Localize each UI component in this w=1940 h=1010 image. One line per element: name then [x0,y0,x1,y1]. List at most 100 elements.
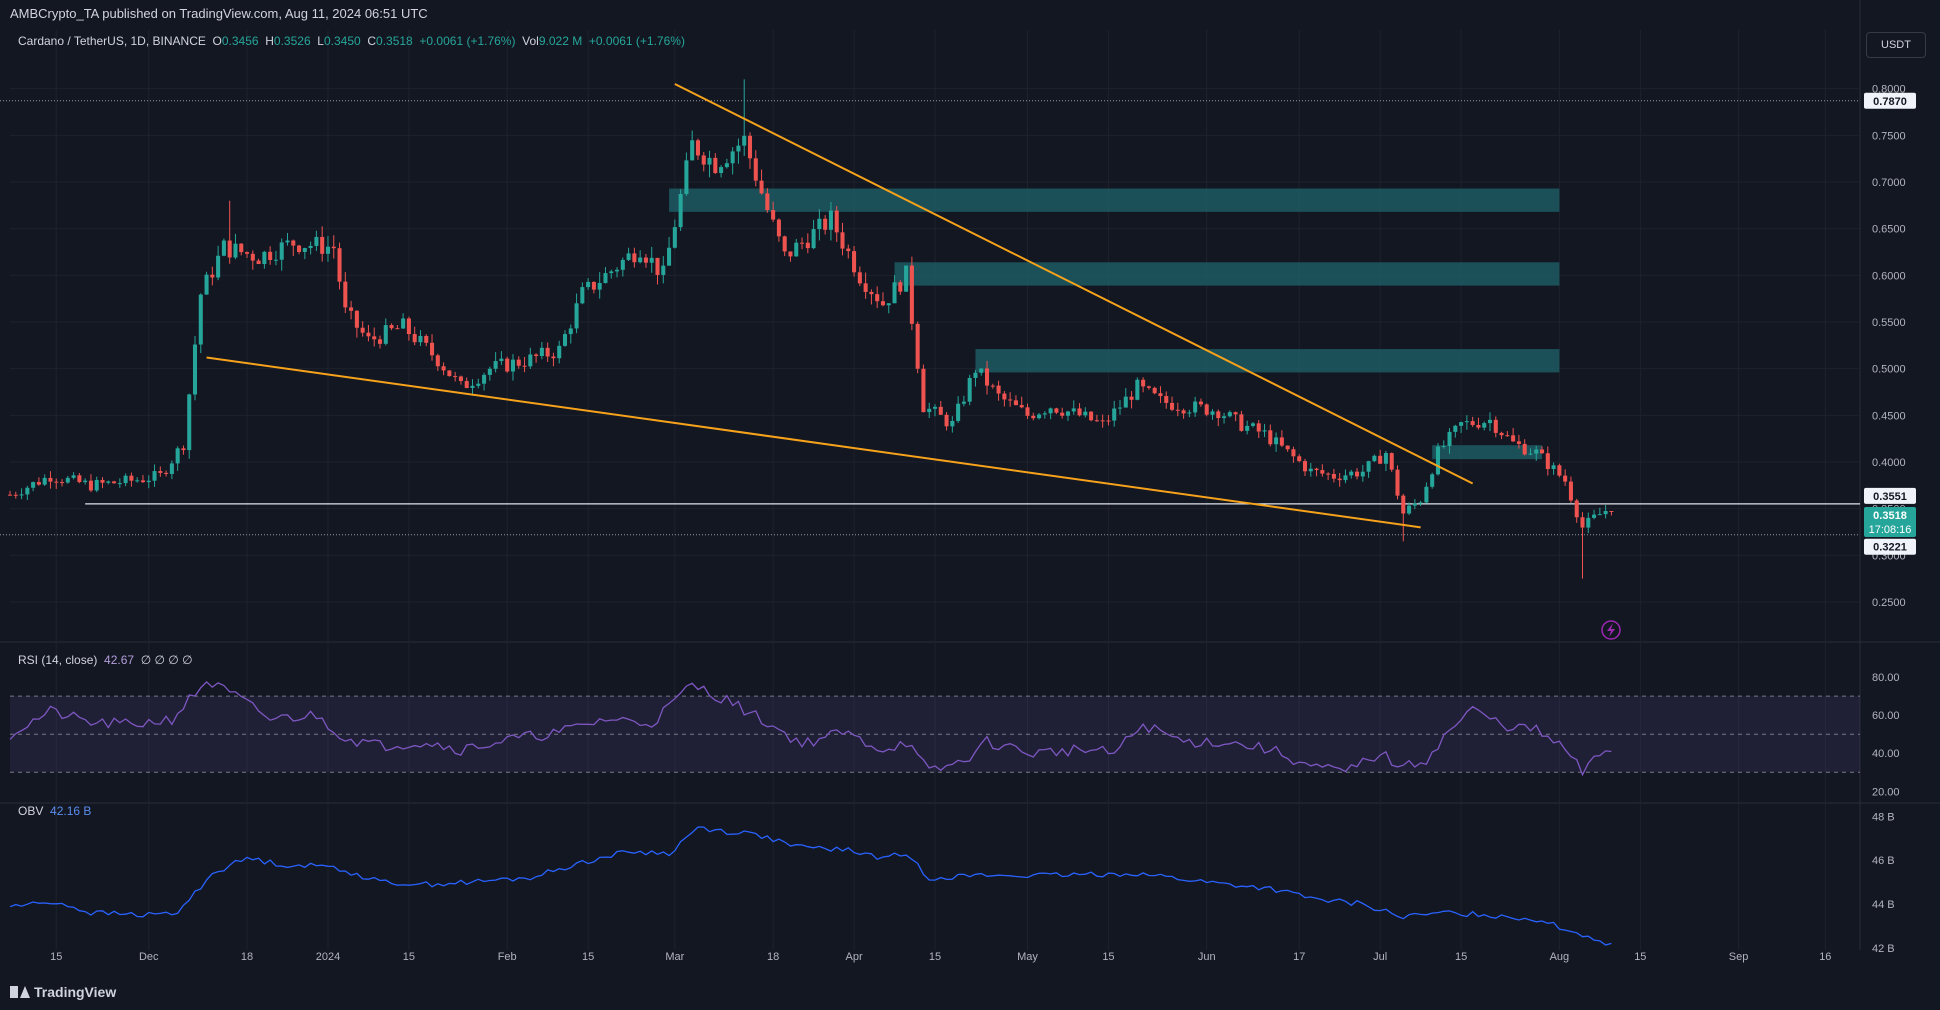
candle[interactable] [771,201,776,223]
candle[interactable] [1308,463,1313,477]
candle[interactable] [169,460,174,480]
candle[interactable] [1193,396,1198,417]
candle[interactable] [175,446,180,471]
candle[interactable] [805,233,810,254]
candle[interactable] [1152,386,1157,395]
candle[interactable] [493,352,498,373]
candle[interactable] [1285,445,1290,452]
candle[interactable] [435,353,440,371]
candle[interactable] [233,233,238,260]
rsi-line[interactable] [9,680,1612,777]
candle[interactable] [1597,507,1602,516]
candle[interactable] [192,335,198,401]
candle[interactable] [1146,385,1151,390]
rsi-pane[interactable]: 20.00 40.00 60.00 80.00 [9,672,1900,798]
candle[interactable] [1083,407,1088,418]
candle[interactable] [123,473,128,487]
candle[interactable] [42,474,47,486]
candle[interactable] [377,335,383,349]
candle[interactable] [106,480,111,485]
candle[interactable] [112,480,117,484]
candle[interactable] [857,266,862,287]
candle[interactable] [794,238,799,257]
candle[interactable] [1106,415,1111,426]
lightning-icon[interactable] [1601,620,1621,640]
candle[interactable] [285,232,290,246]
candle[interactable] [823,215,828,235]
candle[interactable] [181,445,186,455]
candle[interactable] [487,366,492,381]
candle[interactable] [603,267,608,284]
candle[interactable] [1302,458,1308,477]
candle[interactable] [1487,412,1493,432]
candle[interactable] [31,481,36,492]
candle[interactable] [320,226,325,262]
candle[interactable] [389,323,394,331]
candle[interactable] [1135,377,1140,401]
candle[interactable] [308,241,313,255]
candle[interactable] [1609,510,1614,516]
candle[interactable] [1279,430,1284,448]
candle[interactable] [1331,468,1336,483]
candle[interactable] [753,150,758,187]
candle[interactable] [1065,410,1070,421]
candle[interactable] [1262,423,1267,438]
candle[interactable] [591,281,596,294]
candle[interactable] [1360,464,1365,482]
candle[interactable] [25,485,30,500]
candle[interactable] [1187,409,1192,418]
candle[interactable] [510,354,515,381]
candle[interactable] [915,321,920,374]
obv-line[interactable] [9,826,1612,946]
candle[interactable] [1042,410,1047,419]
candle[interactable] [1129,391,1134,409]
candle[interactable] [302,247,307,260]
candle[interactable] [736,138,741,164]
candle[interactable] [719,165,724,178]
candle[interactable] [1522,439,1527,456]
candle[interactable] [83,478,88,485]
candle[interactable] [1563,469,1568,486]
candle[interactable] [562,330,568,347]
candle[interactable] [747,132,753,169]
candle[interactable] [325,236,330,262]
candle[interactable] [528,347,533,369]
supply-zone[interactable] [1432,445,1543,460]
candle[interactable] [1089,411,1094,422]
candle[interactable] [383,318,388,346]
candle[interactable] [950,416,955,433]
candle[interactable] [880,292,885,307]
candle[interactable] [1505,431,1510,437]
candle[interactable] [470,379,475,396]
candle[interactable] [990,383,995,389]
candle[interactable] [956,396,961,423]
candle[interactable] [667,237,672,266]
candle[interactable] [1210,409,1215,420]
candle[interactable] [539,342,544,360]
candle[interactable] [904,265,909,292]
candle[interactable] [800,237,805,250]
obv-label[interactable]: OBV [18,804,44,818]
candle[interactable] [1060,407,1065,419]
candle[interactable] [788,251,793,262]
candle[interactable] [938,400,943,415]
candle[interactable] [638,250,643,264]
candle[interactable] [314,230,319,251]
candle[interactable] [418,330,423,347]
candle[interactable] [464,377,469,389]
candle[interactable] [557,340,562,364]
candle[interactable] [863,272,868,299]
candle[interactable] [331,235,336,259]
candle[interactable] [505,356,510,373]
candle[interactable] [672,219,677,249]
candle[interactable] [869,289,874,305]
candle[interactable] [1551,462,1556,475]
candle[interactable] [1233,411,1238,422]
candle[interactable] [406,316,411,341]
candle[interactable] [580,282,585,305]
candle[interactable] [198,293,203,354]
candle[interactable] [1175,402,1180,417]
candle[interactable] [146,475,151,489]
candle[interactable] [221,238,226,257]
candle[interactable] [724,158,729,169]
